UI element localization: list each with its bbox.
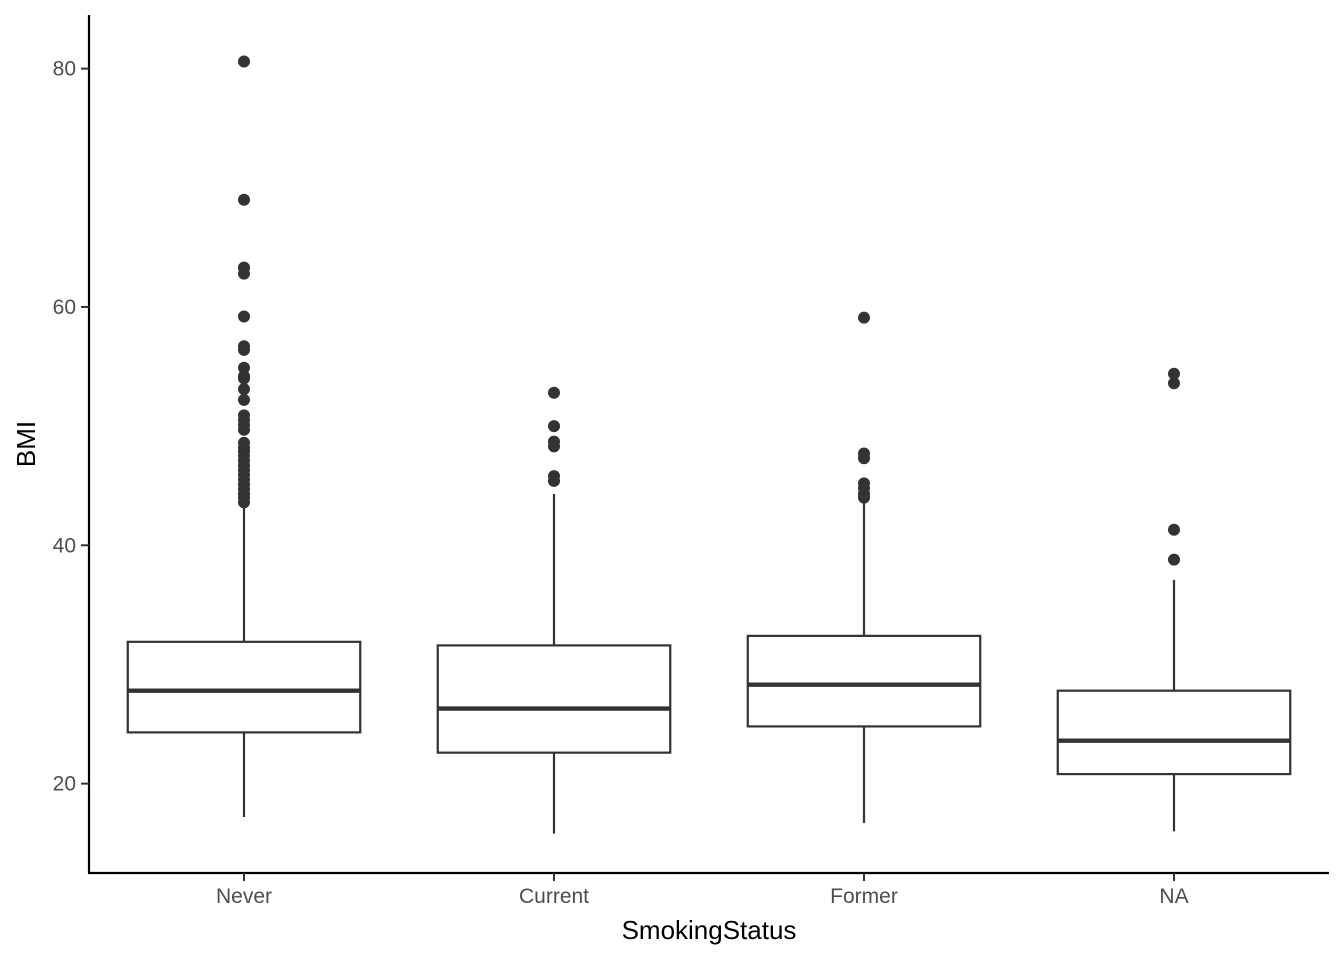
outlier-point	[548, 386, 560, 399]
outlier-point	[238, 193, 250, 206]
x-ticks: Never Current Former NA	[216, 873, 1189, 908]
y-tick-label: 80	[53, 58, 76, 81]
x-tick-label: Current	[519, 885, 589, 908]
box-never	[126, 55, 362, 817]
outlier-point	[548, 474, 560, 487]
iqr-box	[436, 644, 672, 754]
outlier-point	[238, 423, 250, 436]
boxes-layer	[126, 55, 1292, 834]
outlier-point	[858, 491, 870, 504]
outlier-point	[238, 383, 250, 396]
x-axis-title: SmokingStatus	[622, 915, 797, 945]
iqr-box	[746, 634, 982, 728]
outlier-point	[548, 440, 560, 453]
outlier-point	[238, 372, 250, 385]
y-ticks: 20 40 60 80	[53, 58, 89, 796]
iqr-box	[126, 640, 362, 734]
x-tick-label: NA	[1159, 885, 1188, 908]
outlier-point	[548, 420, 560, 433]
y-axis-title: BMI	[11, 421, 41, 467]
box-former	[746, 311, 982, 823]
outlier-point	[238, 343, 250, 356]
box-current	[436, 386, 672, 834]
outlier-point	[238, 55, 250, 68]
outlier-point	[1168, 367, 1180, 380]
x-tick-label: Never	[216, 885, 272, 908]
outlier-point	[238, 310, 250, 323]
outlier-point	[1168, 523, 1180, 536]
y-tick-label: 60	[53, 296, 76, 319]
y-tick-label: 40	[53, 534, 76, 557]
axes-layer	[87, 15, 1329, 875]
iqr-box	[1056, 689, 1292, 776]
outlier-point	[1168, 377, 1180, 390]
outlier-point	[238, 361, 250, 374]
outlier-point	[858, 311, 870, 324]
outlier-point	[238, 496, 250, 509]
outlier-point	[1168, 553, 1180, 566]
outlier-point	[238, 267, 250, 280]
x-tick-label: Former	[830, 885, 898, 908]
outlier-point	[858, 452, 870, 465]
outlier-point	[238, 393, 250, 406]
y-tick-label: 20	[53, 773, 76, 796]
box-na	[1056, 367, 1292, 832]
